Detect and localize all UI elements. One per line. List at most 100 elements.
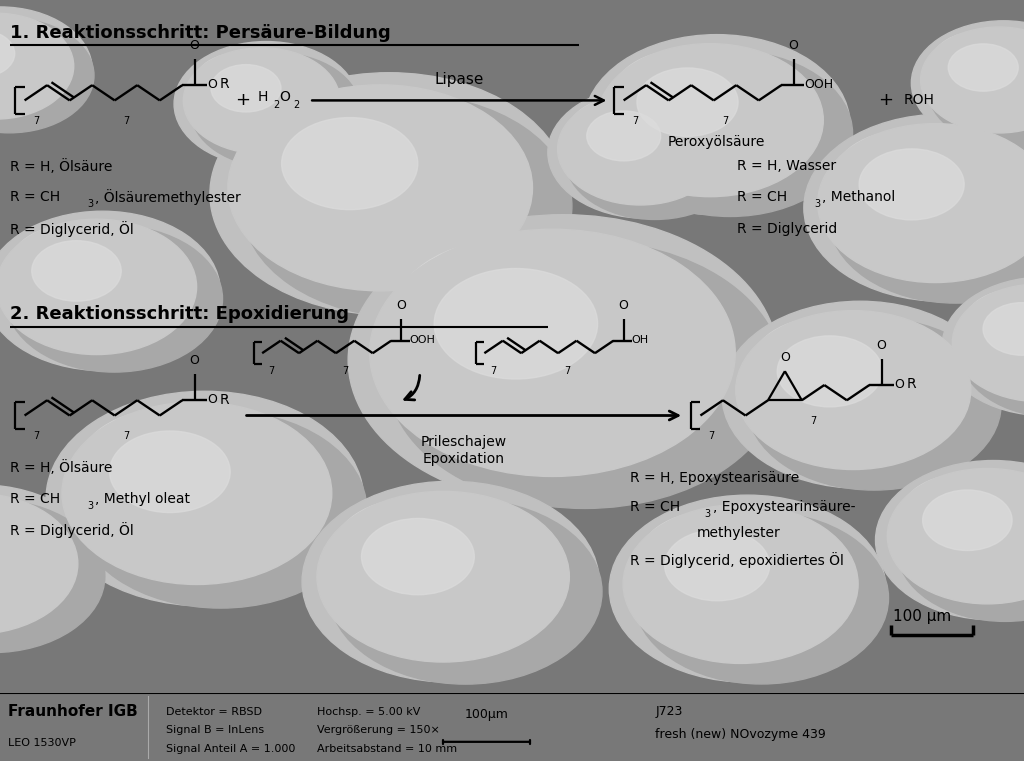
Circle shape (610, 50, 757, 149)
Text: R = CH: R = CH (630, 500, 680, 514)
Circle shape (897, 475, 1024, 622)
Circle shape (243, 94, 571, 317)
Text: , Ölsäuremethylester: , Ölsäuremethylester (95, 189, 241, 205)
Text: O: O (189, 354, 200, 367)
Circle shape (183, 48, 340, 154)
Circle shape (0, 18, 94, 133)
Text: Epoxidation: Epoxidation (423, 452, 505, 466)
Text: OOH: OOH (410, 335, 435, 345)
Text: 7: 7 (33, 431, 39, 441)
Text: Arbeitsabstand = 10 mm: Arbeitsabstand = 10 mm (317, 743, 458, 753)
Circle shape (923, 490, 1012, 550)
Text: R: R (219, 78, 228, 91)
Text: R = Diglycerid, epoxidiertes Öl: R = Diglycerid, epoxidiertes Öl (630, 552, 844, 568)
Circle shape (110, 431, 230, 513)
Circle shape (637, 511, 790, 614)
Circle shape (0, 493, 78, 635)
Text: O: O (189, 39, 200, 52)
Circle shape (75, 411, 367, 608)
Text: Fraunhofer IGB: Fraunhofer IGB (8, 704, 138, 719)
Circle shape (607, 51, 853, 216)
Circle shape (557, 93, 723, 205)
Circle shape (32, 240, 121, 301)
Text: 100µm: 100µm (465, 708, 508, 721)
Circle shape (565, 98, 744, 219)
Circle shape (930, 31, 1024, 100)
Circle shape (211, 65, 281, 112)
Circle shape (983, 303, 1024, 355)
Circle shape (0, 212, 220, 371)
Circle shape (859, 149, 965, 220)
Text: R = CH: R = CH (10, 190, 60, 205)
Text: J723: J723 (655, 705, 683, 718)
Circle shape (963, 288, 1024, 365)
Text: +: + (236, 91, 251, 109)
Text: 3: 3 (87, 501, 93, 511)
Circle shape (597, 43, 823, 196)
Circle shape (831, 130, 983, 233)
Text: 7: 7 (810, 416, 816, 426)
Circle shape (0, 500, 104, 653)
Text: O: O (780, 351, 790, 364)
Circle shape (190, 53, 360, 167)
Circle shape (746, 318, 1001, 490)
Text: OOH: OOH (804, 78, 833, 91)
Circle shape (246, 94, 443, 227)
Text: Hochsp. = 5.00 kV: Hochsp. = 5.00 kV (317, 707, 421, 717)
Circle shape (361, 518, 474, 595)
Text: 7: 7 (342, 366, 348, 376)
Circle shape (370, 229, 735, 476)
Text: Signal Anteil A = 1.000: Signal Anteil A = 1.000 (166, 743, 295, 753)
Text: 7: 7 (490, 366, 497, 376)
Circle shape (911, 21, 1024, 145)
Circle shape (0, 485, 102, 651)
Circle shape (567, 97, 675, 170)
Circle shape (804, 114, 1024, 301)
Text: O: O (788, 39, 799, 52)
Text: 2. Reaktionsschritt: Epoxidierung: 2. Reaktionsschritt: Epoxidierung (10, 304, 349, 323)
Circle shape (887, 469, 1024, 604)
Text: R = H, Ölsäure: R = H, Ölsäure (10, 159, 113, 174)
Text: 7: 7 (33, 116, 39, 126)
Text: +: + (879, 91, 894, 109)
Circle shape (637, 68, 738, 136)
Text: Signal B = InLens: Signal B = InLens (166, 725, 264, 735)
Circle shape (8, 224, 137, 312)
Circle shape (948, 44, 1018, 91)
Circle shape (828, 131, 1024, 303)
Text: 3: 3 (814, 199, 820, 209)
Circle shape (928, 32, 1024, 147)
Text: 2: 2 (273, 100, 280, 110)
Circle shape (942, 277, 1024, 416)
Circle shape (329, 499, 602, 684)
Text: R = Diglycerid, Öl: R = Diglycerid, Öl (10, 221, 134, 237)
Circle shape (722, 301, 998, 489)
Text: O: O (280, 90, 291, 104)
Circle shape (876, 460, 1024, 619)
Text: O: O (207, 78, 217, 91)
Text: OH: OH (632, 335, 649, 345)
Circle shape (6, 225, 222, 372)
Text: R = Diglycerid: R = Diglycerid (737, 221, 838, 235)
Text: 7: 7 (709, 431, 715, 441)
Circle shape (174, 42, 358, 166)
Text: R = CH: R = CH (10, 492, 60, 505)
Circle shape (0, 13, 74, 119)
Circle shape (0, 7, 92, 132)
Circle shape (46, 391, 364, 606)
Text: R: R (906, 377, 915, 391)
Circle shape (623, 505, 858, 664)
Circle shape (61, 402, 332, 584)
Text: O: O (877, 339, 887, 352)
Circle shape (210, 73, 568, 315)
Text: 7: 7 (123, 116, 129, 126)
Text: O: O (207, 393, 217, 406)
Text: R = H, Wasser: R = H, Wasser (737, 159, 837, 174)
Text: 3: 3 (87, 199, 93, 209)
Text: O: O (894, 378, 904, 391)
Text: 7: 7 (123, 431, 129, 441)
Circle shape (634, 512, 889, 684)
Text: , Epoxystearinsäure-: , Epoxystearinsäure- (713, 500, 855, 514)
Circle shape (899, 474, 1024, 562)
Circle shape (332, 498, 496, 609)
